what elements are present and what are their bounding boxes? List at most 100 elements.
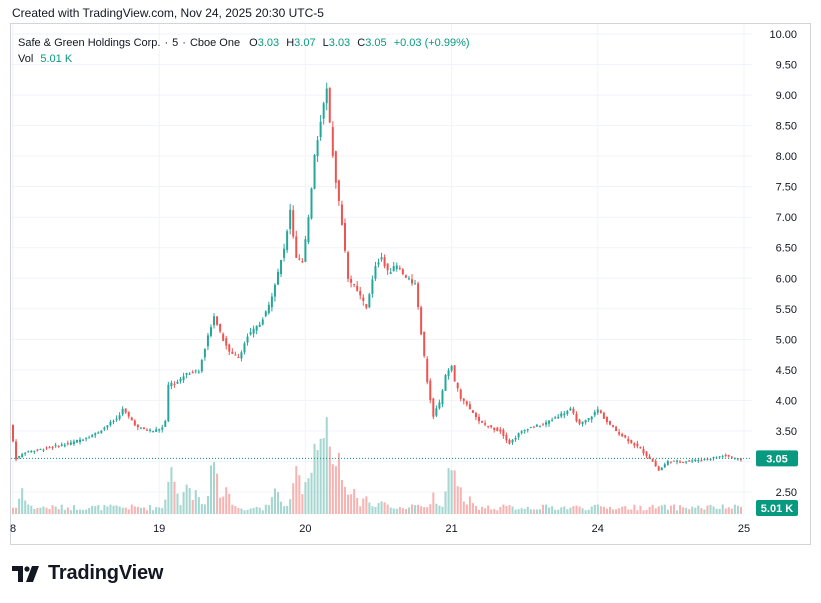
candle-body (599, 410, 602, 414)
candle-body (295, 236, 298, 258)
volume-bar (286, 505, 289, 514)
candle-body (45, 447, 48, 449)
volume-bar (648, 506, 651, 514)
legend-volume-row: Vol 5.01 K (18, 51, 470, 67)
candle-body (164, 420, 167, 427)
volume-bar (599, 506, 602, 514)
volume-bar (82, 510, 85, 514)
tradingview-logo-text: TradingView (48, 562, 164, 584)
candle-body (478, 416, 481, 422)
candle-body (362, 297, 365, 301)
candle-body (264, 311, 267, 317)
candle-body (523, 429, 526, 432)
volume-bar (545, 504, 548, 514)
candle-body (146, 429, 149, 431)
candle-body (121, 408, 124, 415)
candle-body (249, 332, 252, 335)
volume-bar (612, 509, 615, 514)
candle-body (167, 384, 170, 422)
candle-body (203, 348, 206, 358)
tradingview-logo[interactable]: TradingView (12, 562, 163, 585)
candle-body (694, 459, 697, 462)
candle-body (21, 454, 24, 458)
candle-body (459, 389, 462, 399)
candle-body (417, 283, 420, 308)
volume-bar (15, 507, 18, 514)
volume-bar (283, 506, 286, 514)
volume-bar (621, 506, 624, 514)
candle-body (106, 425, 109, 428)
price-chart[interactable]: 10.00 9.50 9.00 8.50 8.00 7.50 7.00 6.50 6.00 5.5… (0, 0, 821, 560)
volume-bar (398, 507, 401, 514)
volume-bar (325, 417, 328, 514)
volume-bar (423, 507, 426, 514)
volume-bar (532, 509, 535, 514)
candle-body (663, 464, 666, 468)
candle-body (273, 284, 276, 297)
volume-bar (414, 505, 417, 514)
candle-body (347, 252, 350, 279)
candle-body (636, 443, 639, 447)
volume-bar (432, 492, 435, 514)
candle-body (383, 257, 386, 267)
volume-bar (721, 504, 724, 514)
volume-bar (18, 498, 21, 514)
candle-body (505, 435, 508, 441)
volume-bar (548, 507, 551, 514)
last-price-badge (756, 450, 798, 467)
candle-body (435, 408, 438, 416)
volume-bar (136, 506, 139, 514)
volume-bar (48, 508, 51, 514)
y-tick-label: 9.50 (776, 60, 797, 72)
candle-body (112, 421, 115, 423)
volume-bar (343, 486, 347, 514)
volume-bar (310, 472, 313, 514)
candle-body (353, 284, 356, 286)
candle-body (219, 323, 222, 332)
candle-body (15, 441, 18, 460)
volume-bar (618, 508, 621, 514)
volume-bar (669, 505, 672, 514)
y-tick-label: 7.00 (776, 212, 797, 224)
candle-body (325, 88, 328, 104)
volume-bar (42, 506, 45, 514)
candle-body (624, 435, 627, 438)
volume-bar (356, 497, 359, 514)
candle-body (538, 426, 541, 428)
candle-body (94, 433, 97, 436)
volume-bar (155, 507, 158, 514)
candle-body (82, 439, 85, 441)
volume-bar (176, 493, 179, 514)
volume-bar (572, 506, 575, 514)
candle-body (368, 294, 371, 308)
candle-body (511, 439, 514, 443)
candle-body (389, 272, 392, 274)
volume-bar (435, 503, 438, 514)
candle-body (453, 365, 456, 382)
volume-bar (590, 506, 593, 514)
candle-body (581, 421, 584, 425)
candle-body (490, 425, 493, 428)
volume-bar (216, 473, 219, 514)
volume-bar (179, 505, 182, 514)
candle-body (234, 354, 237, 356)
volume-bar (535, 509, 538, 514)
volume-bar (79, 509, 82, 514)
volume-bar (554, 509, 557, 514)
candle-body (69, 442, 72, 445)
volume-bar (624, 506, 627, 514)
volume-bar (91, 505, 94, 514)
candle-body (572, 408, 575, 414)
candle-body (718, 456, 721, 458)
volume-bar (197, 497, 200, 514)
volume-bar (383, 502, 386, 514)
candle-body (645, 451, 648, 457)
candle-body (57, 446, 60, 448)
volume-bar (316, 449, 319, 514)
volume-bar (596, 504, 599, 514)
candle-body (526, 429, 529, 431)
volume-bar (158, 507, 161, 514)
candle-body (365, 303, 368, 308)
candle-body (444, 375, 447, 391)
candle-body (133, 420, 136, 426)
